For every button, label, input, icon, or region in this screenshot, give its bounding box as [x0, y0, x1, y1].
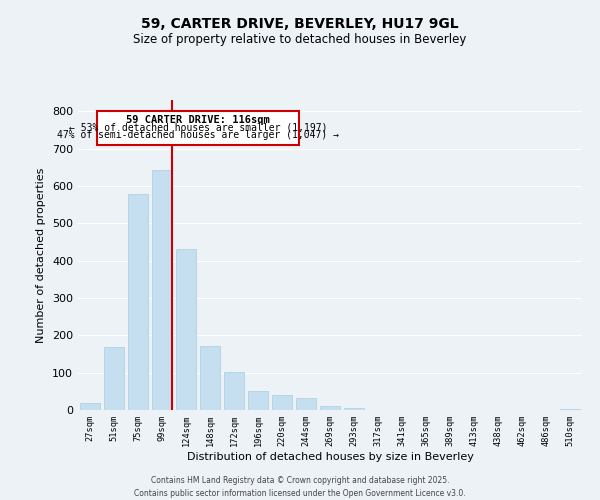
- Text: ← 53% of detached houses are smaller (1,197): ← 53% of detached houses are smaller (1,…: [69, 122, 327, 132]
- Y-axis label: Number of detached properties: Number of detached properties: [37, 168, 46, 342]
- Text: 59, CARTER DRIVE, BEVERLEY, HU17 9GL: 59, CARTER DRIVE, BEVERLEY, HU17 9GL: [141, 18, 459, 32]
- Text: 47% of semi-detached houses are larger (1,047) →: 47% of semi-detached houses are larger (…: [57, 130, 339, 140]
- Text: Contains HM Land Registry data © Crown copyright and database right 2025.
Contai: Contains HM Land Registry data © Crown c…: [134, 476, 466, 498]
- Bar: [152, 170, 172, 410]
- Bar: [200, 346, 220, 410]
- Bar: [320, 406, 340, 410]
- Bar: [128, 194, 148, 410]
- Bar: [272, 396, 292, 410]
- Bar: [296, 398, 316, 410]
- Bar: [176, 248, 196, 410]
- Text: 59 CARTER DRIVE: 116sqm: 59 CARTER DRIVE: 116sqm: [126, 115, 270, 125]
- X-axis label: Distribution of detached houses by size in Beverley: Distribution of detached houses by size …: [187, 452, 473, 462]
- Bar: [104, 348, 124, 410]
- Bar: [80, 402, 100, 410]
- Bar: [248, 391, 268, 410]
- Bar: [224, 372, 244, 410]
- Text: Size of property relative to detached houses in Beverley: Size of property relative to detached ho…: [133, 32, 467, 46]
- Bar: [344, 408, 364, 410]
- FancyBboxPatch shape: [97, 111, 299, 145]
